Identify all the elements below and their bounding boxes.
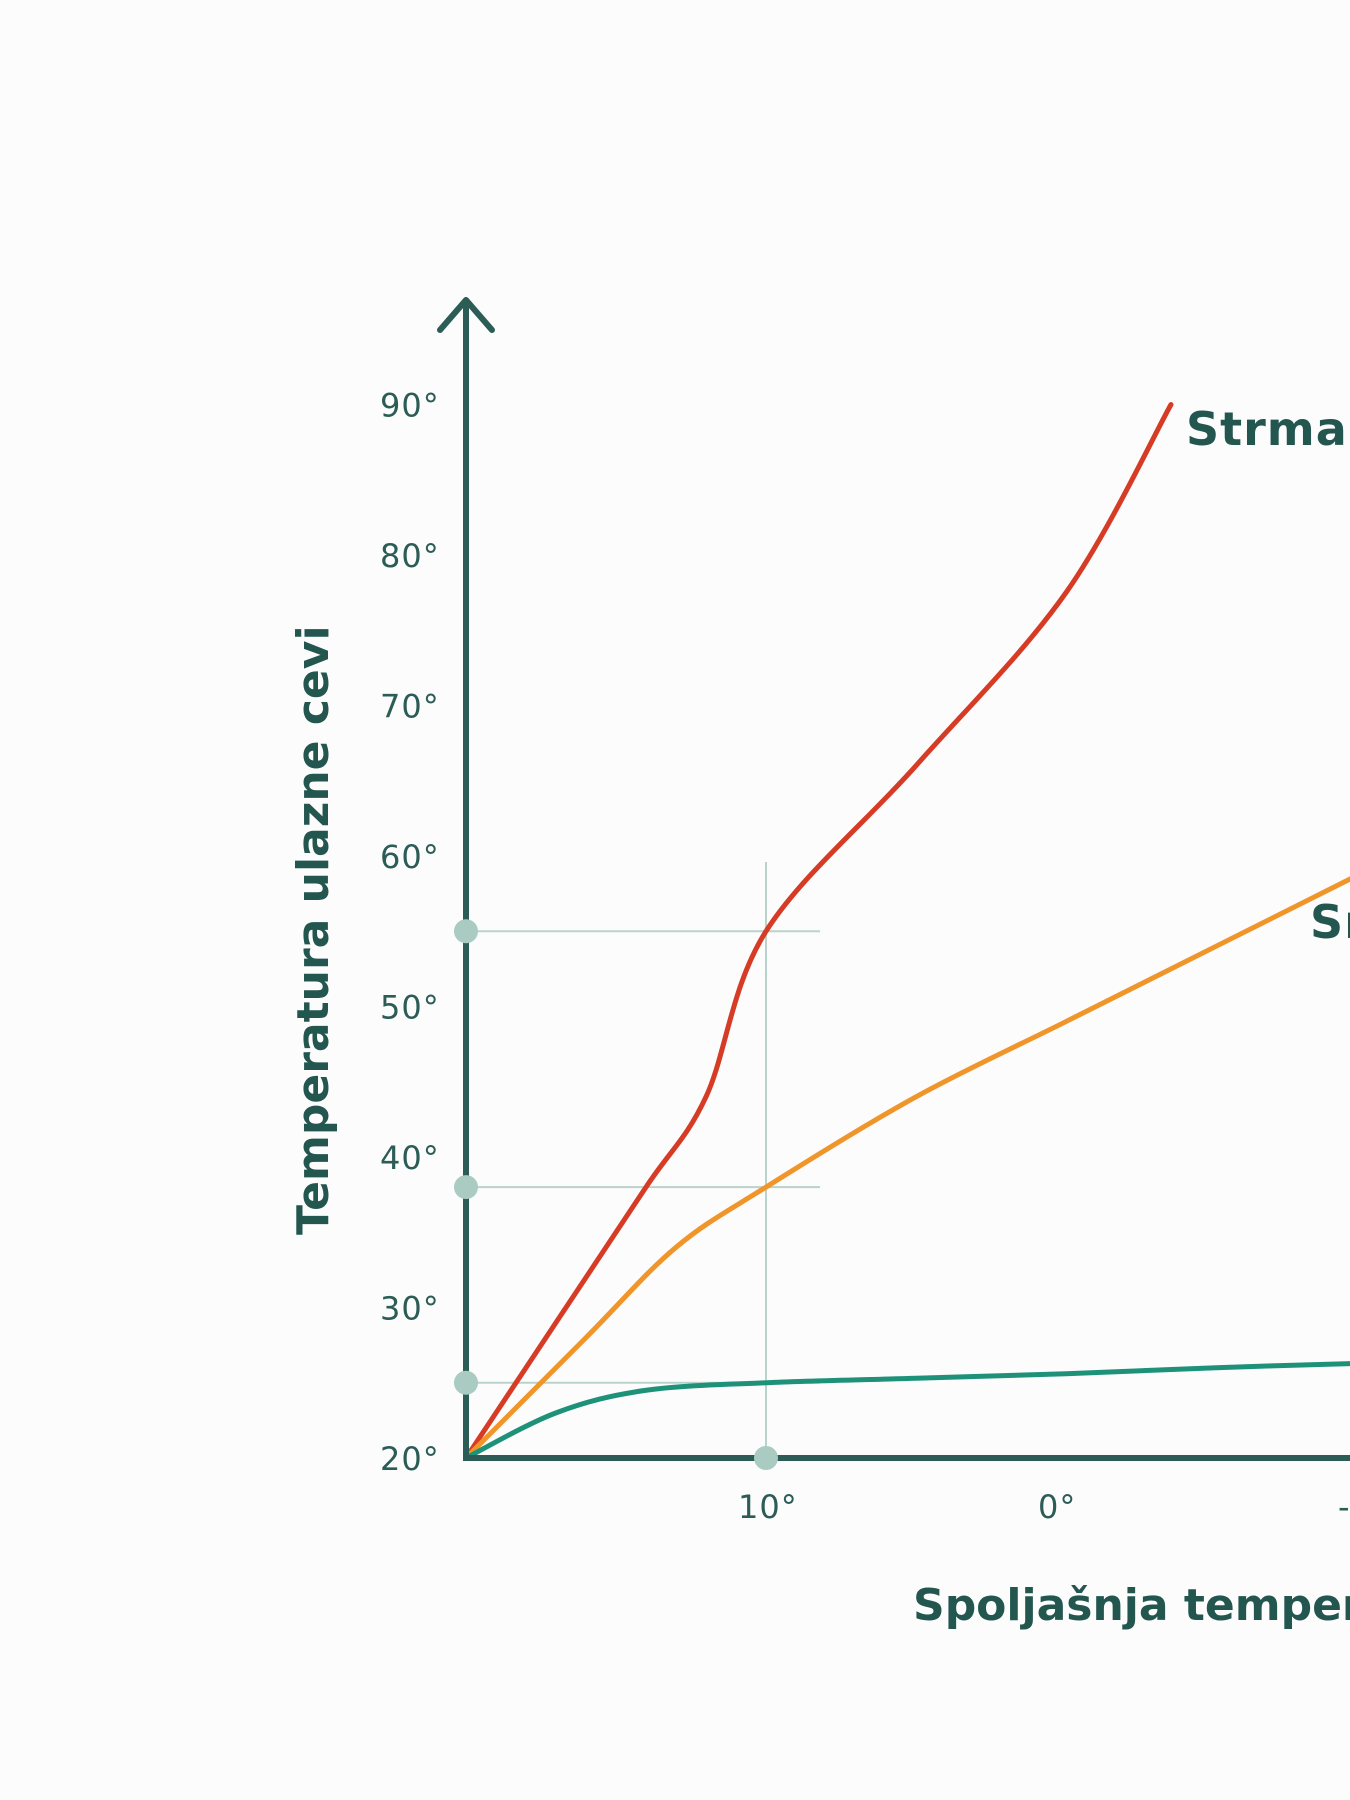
series-line-2 (463, 1361, 1350, 1461)
y-axis-arrow-icon (437, 297, 495, 333)
series-lines (463, 402, 1350, 1461)
y-tick-label: 90° (380, 387, 440, 425)
x-marker (754, 1446, 778, 1470)
y-tick-label: 20° (380, 1440, 440, 1478)
y-tick-label: 70° (380, 688, 440, 726)
y-marker-2 (454, 1370, 478, 1395)
x-axis-title: Spoljašnja temperatura (913, 1580, 1350, 1631)
x-tick-label: 10° (738, 1488, 798, 1526)
y-tick-label: 80° (380, 537, 440, 575)
y-marker-1 (454, 1175, 478, 1200)
y-tick-label: 60° (380, 838, 440, 876)
tick-labels: 20° 30° 40° 50° 60° 70° 80° 90° 10° 0° -10° (380, 387, 1350, 1527)
y-tick-label: 30° (380, 1290, 440, 1328)
series-label-0: Strma (1186, 402, 1348, 456)
x-tick-label: -10° (1338, 1488, 1350, 1526)
y-tick-label: 50° (380, 989, 440, 1027)
series-labels: Strma Sr (1186, 402, 1350, 949)
x-tick-label: 0° (1038, 1488, 1076, 1526)
series-line-0 (463, 402, 1174, 1461)
y-tick-label: 40° (380, 1139, 440, 1177)
series-label-1: Sr (1310, 895, 1350, 949)
reference-markers (454, 919, 778, 1470)
y-marker-0 (454, 919, 478, 944)
y-axis-title: Temperatura ulazne cevi (288, 625, 339, 1235)
series-line-1 (463, 876, 1350, 1461)
axes (437, 297, 1350, 1461)
guide-lines (466, 862, 820, 1458)
